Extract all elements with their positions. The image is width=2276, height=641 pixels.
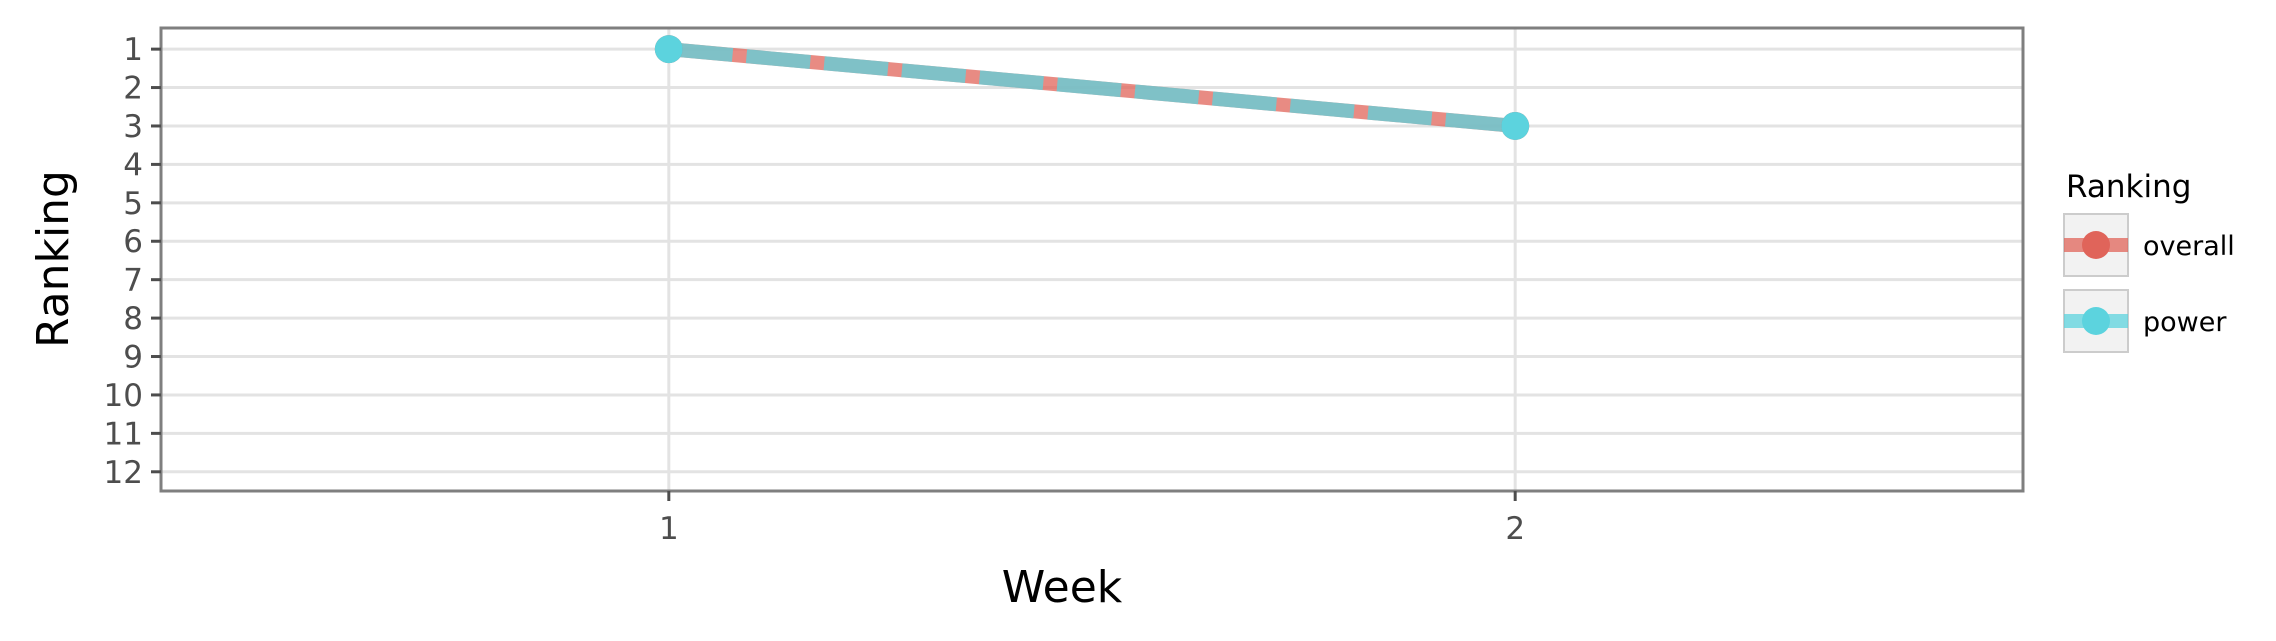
plot-panel-border (159, 26, 2025, 493)
legend-title: Ranking (2066, 169, 2191, 205)
x-tick-label: 1 (659, 511, 679, 547)
legend-key-point-overall (2082, 231, 2110, 259)
y-tick-label: 12 (104, 455, 143, 491)
y-tick-label: 2 (123, 71, 143, 107)
y-tick-label: 4 (123, 147, 143, 183)
y-tick-label: 11 (104, 416, 143, 452)
series-line-power (668, 42, 1516, 133)
x-tick-label: 2 (1505, 511, 1525, 547)
y-tick-label: 10 (104, 378, 143, 414)
y-tick-label: 9 (123, 340, 143, 376)
data-point-power (654, 35, 683, 64)
legend-label-power: power (2143, 307, 2227, 338)
legend: Ranking overall power (2063, 169, 2235, 353)
y-tick-label: 7 (123, 263, 143, 299)
y-tick-label: 8 (123, 301, 143, 337)
y-tick-label: 6 (123, 224, 143, 260)
legend-key-point-power (2082, 307, 2110, 335)
y-tick-label: 3 (123, 109, 143, 145)
y-tick-label: 1 (123, 32, 143, 68)
y-axis-title: Ranking (28, 170, 79, 348)
data-point-power (1501, 111, 1530, 140)
x-axis-title: Week (1002, 562, 1123, 613)
grid-lines (161, 28, 2023, 491)
series-lines (668, 42, 1516, 133)
y-tick-label: 5 (123, 186, 143, 222)
legend-label-overall: overall (2143, 231, 2235, 262)
data-points (654, 35, 1530, 140)
